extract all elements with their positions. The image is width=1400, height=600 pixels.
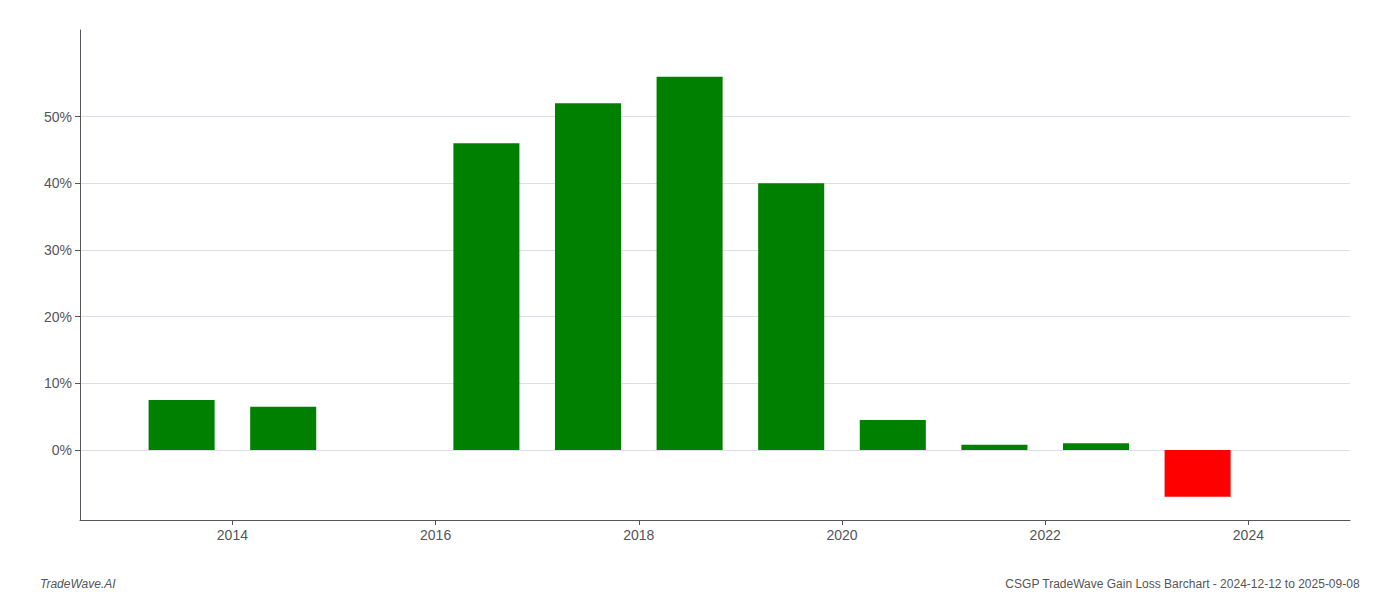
svg-text:2020: 2020	[826, 527, 857, 543]
svg-text:2014: 2014	[217, 527, 248, 543]
svg-text:30%: 30%	[44, 242, 72, 258]
svg-text:40%: 40%	[44, 175, 72, 191]
svg-text:10%: 10%	[44, 375, 72, 391]
svg-text:0%: 0%	[52, 442, 72, 458]
svg-text:CSGP TradeWave Gain Loss Barch: CSGP TradeWave Gain Loss Barchart - 2024…	[1005, 577, 1360, 591]
svg-text:2022: 2022	[1030, 527, 1061, 543]
svg-text:TradeWave.AI: TradeWave.AI	[40, 577, 116, 591]
svg-text:2024: 2024	[1233, 527, 1264, 543]
svg-text:50%: 50%	[44, 109, 72, 125]
svg-text:2016: 2016	[420, 527, 451, 543]
svg-text:20%: 20%	[44, 309, 72, 325]
svg-text:2018: 2018	[623, 527, 654, 543]
